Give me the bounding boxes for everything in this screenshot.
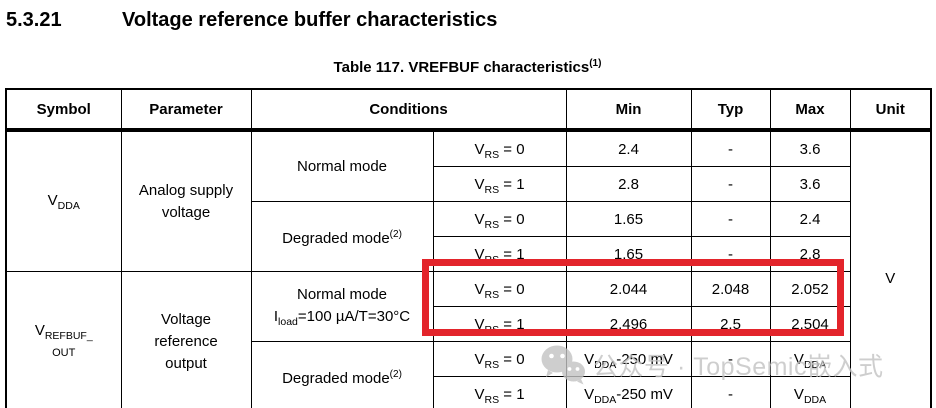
min-cell: 2.8 <box>565 166 692 202</box>
vrs-cell: VRS = 1 <box>432 376 567 408</box>
min-cell: VDDA-250 mV <box>565 341 692 377</box>
min-cell: 2.4 <box>565 129 692 167</box>
section-number: 5.3.21 <box>6 9 62 31</box>
typ-cell: - <box>690 166 771 202</box>
col-header-max: Max <box>769 88 851 132</box>
typ-cell: - <box>690 129 771 167</box>
max-cell: 3.6 <box>769 129 851 167</box>
table-row: VDDA Analog supply voltage Normal mode V… <box>5 129 932 408</box>
vrs-cell: VRS = 0 <box>432 271 567 307</box>
symbol-cell-vrefbuf-out: VREFBUF_ OUT <box>5 271 122 408</box>
min-cell: VDDA-250 mV <box>565 376 692 408</box>
watermark-text: 公众号 · TopSemic嵌入式 <box>593 353 884 381</box>
caption-footnote-marker: (1) <box>589 58 602 69</box>
typ-cell: - <box>690 236 771 272</box>
unit-cell: V <box>849 129 932 408</box>
max-cell: 2.8 <box>769 236 851 272</box>
vrs-cell: VRS = 1 <box>432 166 567 202</box>
max-cell: 2.4 <box>769 201 851 237</box>
vrs-cell: VRS = 1 <box>432 306 567 342</box>
vrs-cell: VRS = 0 <box>432 129 567 167</box>
wechat-icon <box>541 345 585 385</box>
header-row: Symbol Parameter Conditions Min Typ Max … <box>5 88 932 132</box>
highlight-box <box>422 259 844 336</box>
vrefbuf-table: Symbol Parameter Conditions Min Typ Max … <box>5 88 933 408</box>
condition-cell-normal-mode-iload: Normal mode Iload=100 µA/T=30°C <box>250 271 434 342</box>
condition-cell-normal-mode: Normal mode <box>250 129 434 202</box>
col-header-typ: Typ <box>690 88 771 132</box>
table-caption: Table 117. VREFBUF characteristics(1) <box>5 58 930 76</box>
max-cell: VDDA <box>769 376 851 408</box>
col-header-parameter: Parameter <box>120 88 252 132</box>
table-caption-text: Table 117. VREFBUF characteristics <box>333 59 590 76</box>
vrs-cell: VRS = 1 <box>432 236 567 272</box>
min-cell: 1.65 <box>565 236 692 272</box>
table-row: VRS = 1 VDDA-250 mV - VDDA <box>6 376 931 408</box>
symbol-cell-vdda: VDDA <box>5 129 122 272</box>
col-header-symbol: Symbol <box>5 88 122 132</box>
typ-cell: - <box>690 201 771 237</box>
min-cell: 2.496 <box>565 306 692 342</box>
footnote-marker: (2) <box>389 228 402 240</box>
table-row: VREFBUF_ OUT Voltage reference output No… <box>5 271 931 408</box>
typ-cell: - <box>690 376 771 408</box>
vrs-cell: VRS = 0 <box>432 201 567 237</box>
watermark: 公众号 · TopSemic嵌入式 <box>540 344 883 386</box>
col-header-conditions: Conditions <box>250 88 567 132</box>
table-row: VRS = 1 2.8 - 3.6 <box>6 166 931 202</box>
condition-cell-degraded-mode: Degraded mode(2) <box>250 201 434 272</box>
condition-cell-degraded-mode: Degraded mode(2) <box>250 341 434 408</box>
max-cell: 3.6 <box>769 166 851 202</box>
page-title: Voltage reference buffer characteristics <box>122 9 498 31</box>
parameter-cell-analog-supply: Analog supply voltage <box>120 129 252 272</box>
footnote-marker: (2) <box>389 368 402 380</box>
col-header-min: Min <box>565 88 692 132</box>
max-cell: VDDA <box>769 341 851 377</box>
table-row: Degraded mode(2) VRS = 0 1.65 - 2.4 <box>6 201 931 272</box>
table-row: VRS = 1 1.65 - 2.8 <box>6 236 931 272</box>
parameter-cell-voltage-reference: Voltage reference output <box>120 271 252 408</box>
col-header-unit: Unit <box>849 88 932 132</box>
min-cell: 1.65 <box>565 201 692 237</box>
